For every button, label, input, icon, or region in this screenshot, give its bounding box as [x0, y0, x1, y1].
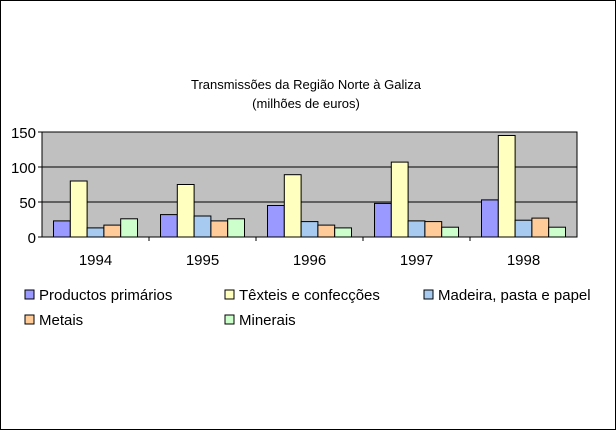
legend-label-3: Metais	[39, 312, 83, 329]
plot-area: 0 50 100 150 1994 1995 1996 1997 1998	[11, 125, 578, 269]
bar-1995-2	[193, 215, 212, 238]
legend-label-2: Madeira, pasta e papel	[438, 287, 591, 304]
bar-1996-3	[317, 224, 336, 238]
bar-1998-0	[481, 199, 499, 238]
x-tick-label: 1996	[293, 252, 326, 269]
chart-title: Transmissões da Região Norte à Galiza	[191, 77, 422, 92]
bar-1997-2	[407, 220, 426, 238]
bar-1998-1	[497, 135, 516, 238]
bar-1994-1	[69, 180, 88, 238]
bar-1995-0	[160, 214, 178, 238]
y-tick-label: 100	[11, 160, 36, 177]
bar-1994-2	[86, 227, 105, 238]
legend-label-1: Têxteis e confecções	[239, 287, 380, 304]
bar-1994-3	[103, 224, 122, 238]
x-tick-label: 1997	[400, 252, 433, 269]
bar-1995-3	[210, 220, 229, 238]
y-tick-label: 150	[11, 125, 36, 142]
legend-label-0: Productos primários	[39, 287, 172, 304]
bar-1994-0	[53, 220, 71, 238]
legend-swatch-1	[224, 289, 235, 300]
bar-1995-1	[176, 184, 195, 238]
chart-subtitle: (milhões de euros)	[252, 96, 360, 111]
legend-swatch-3	[24, 314, 35, 325]
bar-1997-4	[441, 226, 460, 238]
bar-1996-2	[300, 221, 319, 238]
bar-1997-1	[390, 161, 409, 238]
legend-swatch-4	[224, 314, 235, 325]
bar-1995-4	[227, 218, 245, 238]
y-tick-label: 50	[19, 195, 36, 212]
bar-1996-4	[334, 227, 353, 238]
bar-1998-4	[548, 226, 567, 238]
x-tick-label: 1995	[186, 252, 219, 269]
legend-swatch-2	[423, 289, 434, 300]
legend-label-4: Minerais	[239, 312, 296, 329]
legend-swatch-0	[24, 289, 35, 300]
bar-1996-0	[267, 205, 285, 238]
bar-1997-0	[374, 202, 392, 238]
bar-1994-4	[120, 218, 138, 238]
y-tick-label: 0	[28, 230, 36, 247]
bar-1996-1	[283, 174, 302, 238]
legend: Productos primários Têxteis e confecções M…	[24, 287, 591, 329]
x-tick-label: 1994	[79, 252, 112, 269]
x-tick-label: 1998	[507, 252, 540, 269]
bar-1998-2	[514, 219, 533, 238]
bar-1997-3	[424, 221, 443, 238]
bar-1998-3	[531, 217, 550, 238]
